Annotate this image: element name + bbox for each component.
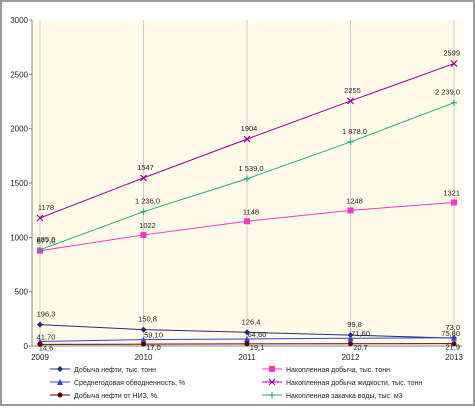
data-label: 1248	[346, 196, 363, 205]
data-point	[451, 341, 457, 347]
data-labels: 196,3 150,8 126,4 99,8 73,0 877,0 1022 1148 1248…	[37, 49, 460, 353]
y-tick-label: 2500	[10, 70, 28, 79]
data-label: 20,7	[353, 343, 368, 352]
data-label: 99,8	[347, 320, 362, 329]
data-point	[244, 175, 250, 182]
data-point	[57, 379, 63, 385]
data-label: 877,0	[37, 237, 56, 246]
y-tick-label: 500	[15, 288, 29, 297]
y-tick-label: 1000	[10, 233, 28, 242]
data-label: 2599	[443, 49, 460, 58]
y-tick-label: 0	[24, 342, 29, 351]
data-label: 1 236,0	[135, 197, 160, 206]
data-point	[140, 174, 147, 182]
y-axis-ticks: 0 500 1000 1500 2000 2500 3000	[10, 16, 32, 351]
data-point	[243, 135, 251, 143]
data-label: 150,8	[138, 315, 157, 324]
data-label: 1 539,0	[238, 164, 263, 173]
data-point	[140, 208, 147, 215]
data-point	[348, 341, 353, 347]
data-point	[244, 335, 250, 342]
data-label: 1178	[38, 203, 54, 212]
data-label: 1022	[139, 221, 156, 230]
data-point	[347, 207, 354, 214]
data-point	[244, 329, 250, 336]
data-label: 59,10	[144, 331, 163, 340]
legend-label: Накопленная добыча жидкости, тыс. тонн	[286, 379, 422, 387]
data-point	[141, 341, 146, 347]
data-point	[347, 335, 354, 342]
data-point	[269, 392, 275, 398]
grid-lines	[39, 20, 455, 346]
data-label: 1547	[137, 163, 154, 172]
data-point	[36, 214, 44, 222]
x-axis-ticks: 2009 2010 2011 2012 2013	[31, 353, 463, 362]
y-tick-label: 1500	[10, 179, 28, 188]
data-point	[347, 138, 354, 145]
data-label: 75,80	[441, 329, 460, 338]
legend-label: Накопленная закачка воды, тыс. м3	[286, 393, 403, 400]
data-label: 196,3	[37, 310, 56, 319]
data-point	[269, 366, 275, 372]
data-label: 1904	[241, 124, 258, 133]
data-point	[140, 326, 147, 333]
data-label: 1321	[443, 188, 460, 197]
data-point	[57, 392, 63, 398]
x-tick-label: 2012	[342, 353, 360, 362]
data-label: 1 878,0	[342, 127, 367, 136]
data-label: 19,1	[250, 343, 265, 352]
data-label: 885,0	[37, 235, 56, 244]
legend-label: Среднегодовая обводненность, %	[74, 379, 185, 387]
data-point	[57, 366, 63, 372]
line-chart: 0 500 1000 1500 2000 2500 3000 2009 2010 2011 201…	[10, 16, 463, 400]
data-point	[37, 341, 43, 347]
data-label: 41,70	[37, 332, 56, 341]
data-point	[244, 341, 250, 347]
data-point	[451, 199, 457, 206]
legend-label: Накопленная добыча, тыс. тонн	[286, 366, 390, 374]
legend-label: Добыча нефти от НИЗ, %.	[74, 392, 159, 400]
data-label: 17,0	[146, 343, 161, 352]
x-tick-label: 2010	[135, 353, 153, 362]
data-label: 2 239,0	[435, 88, 460, 97]
data-label: 64,60	[248, 330, 267, 339]
data-point	[244, 218, 250, 225]
data-point	[140, 336, 147, 343]
data-point	[450, 60, 458, 67]
data-label: 73,0	[445, 323, 460, 332]
x-tick-label: 2013	[445, 353, 463, 362]
data-point	[37, 246, 43, 253]
legend: Добыча нефти, тыс. тонн Накопленная добыч…	[50, 366, 422, 400]
y-tick-label: 2000	[10, 125, 28, 134]
data-label: 71,60	[351, 329, 370, 338]
data-point	[37, 321, 43, 328]
data-label: 126,4	[242, 317, 261, 326]
data-label: 14,6	[39, 343, 54, 352]
data-label: 21,9	[445, 343, 460, 352]
x-tick-label: 2011	[238, 353, 256, 362]
data-point	[347, 332, 354, 339]
data-point	[268, 378, 276, 386]
series-group	[36, 60, 458, 347]
data-point	[451, 99, 457, 106]
data-label: 1148	[243, 207, 259, 216]
x-tick-label: 2009	[31, 353, 49, 362]
data-point	[347, 97, 354, 105]
data-point	[140, 231, 147, 238]
data-point	[451, 334, 457, 341]
y-tick-label: 3000	[10, 16, 28, 25]
data-label: 2255	[344, 86, 361, 95]
legend-label: Добыча нефти, тыс. тонн	[74, 366, 156, 374]
